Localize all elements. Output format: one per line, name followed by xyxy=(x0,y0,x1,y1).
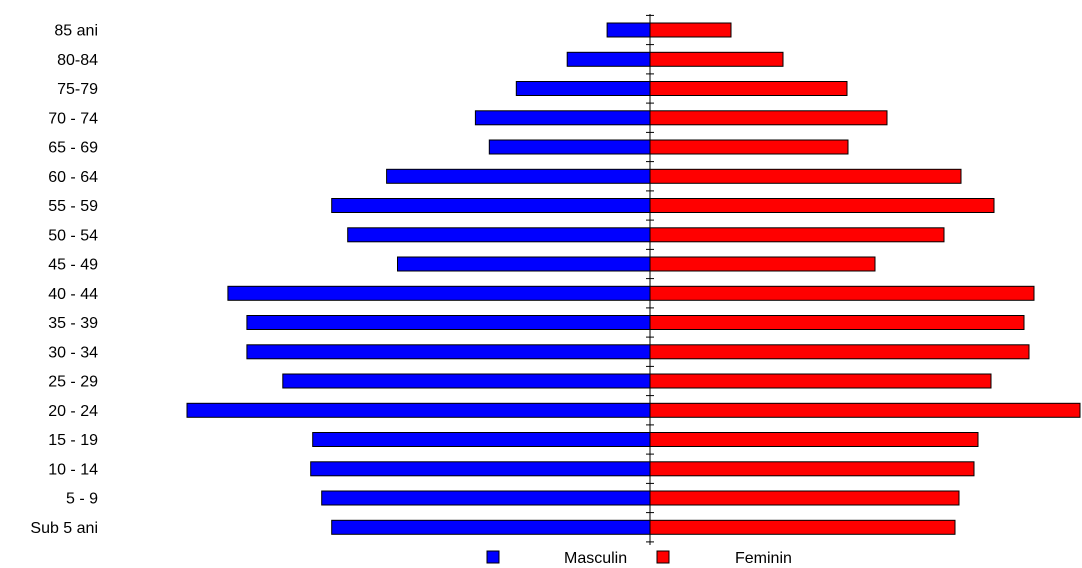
bar-feminin xyxy=(649,256,876,272)
category-label: 10 - 14 xyxy=(48,461,98,478)
bar-masculin xyxy=(246,344,651,360)
category-label: 60 - 64 xyxy=(48,169,98,186)
bar-masculin xyxy=(321,490,651,506)
bar-masculin xyxy=(246,315,651,330)
bar-masculin xyxy=(515,81,651,96)
category-label: 65 - 69 xyxy=(48,140,98,157)
category-labels: 85 ani 80-84 75-79 70 - 74 65 - 69 60 - 64 55 … xyxy=(30,23,98,537)
bar-masculin xyxy=(282,373,651,389)
category-label: 45 - 49 xyxy=(48,257,98,274)
category-label: 70 - 74 xyxy=(48,110,98,127)
category-label: 85 ani xyxy=(54,23,98,40)
bar-feminin xyxy=(649,227,945,243)
category-label: 50 - 54 xyxy=(48,227,98,244)
bar-masculin xyxy=(386,168,651,184)
legend-label-masculin: Masculin xyxy=(564,550,627,567)
bar-feminin xyxy=(649,51,784,67)
bar-feminin xyxy=(649,139,849,155)
bar-masculin xyxy=(606,22,651,38)
category-label: 30 - 34 xyxy=(48,344,98,361)
bar-feminin xyxy=(649,490,960,506)
category-label: 35 - 39 xyxy=(48,315,98,332)
bars-layer xyxy=(186,22,1081,535)
bar-masculin xyxy=(227,285,651,301)
bar-feminin xyxy=(649,402,1081,418)
bar-masculin xyxy=(397,256,651,272)
bar-feminin xyxy=(649,315,1025,330)
bar-masculin xyxy=(331,519,651,535)
bar-masculin xyxy=(310,461,651,477)
bar-feminin xyxy=(649,344,1030,360)
category-label: Sub 5 ani xyxy=(30,520,98,537)
bar-feminin xyxy=(649,285,1035,301)
bar-masculin xyxy=(566,51,651,67)
bar-feminin xyxy=(649,198,995,213)
legend: Masculin Feminin xyxy=(486,550,792,567)
category-label: 25 - 29 xyxy=(48,374,98,391)
category-label: 5 - 9 xyxy=(66,491,98,508)
bar-feminin xyxy=(649,461,975,477)
bar-feminin xyxy=(649,110,888,126)
legend-label-feminin: Feminin xyxy=(735,550,792,567)
category-label: 80-84 xyxy=(57,52,98,69)
category-label: 40 - 44 xyxy=(48,286,98,303)
bar-feminin xyxy=(649,519,956,535)
legend-swatch-masculin xyxy=(486,550,500,564)
bar-feminin xyxy=(649,22,732,38)
bar-feminin xyxy=(649,373,992,389)
legend-swatch-feminin xyxy=(656,550,670,564)
category-label: 20 - 24 xyxy=(48,403,98,420)
bar-masculin xyxy=(312,432,651,447)
bar-masculin xyxy=(186,402,651,418)
bar-masculin xyxy=(331,198,651,213)
category-label: 55 - 59 xyxy=(48,198,98,215)
bar-masculin xyxy=(488,139,651,155)
bar-masculin xyxy=(474,110,651,126)
category-label: 15 - 19 xyxy=(48,432,98,449)
bar-feminin xyxy=(649,432,979,447)
bar-feminin xyxy=(649,81,848,96)
category-label: 75-79 xyxy=(57,81,98,98)
bar-feminin xyxy=(649,168,962,184)
bar-masculin xyxy=(347,227,651,243)
center-axis xyxy=(646,14,654,545)
